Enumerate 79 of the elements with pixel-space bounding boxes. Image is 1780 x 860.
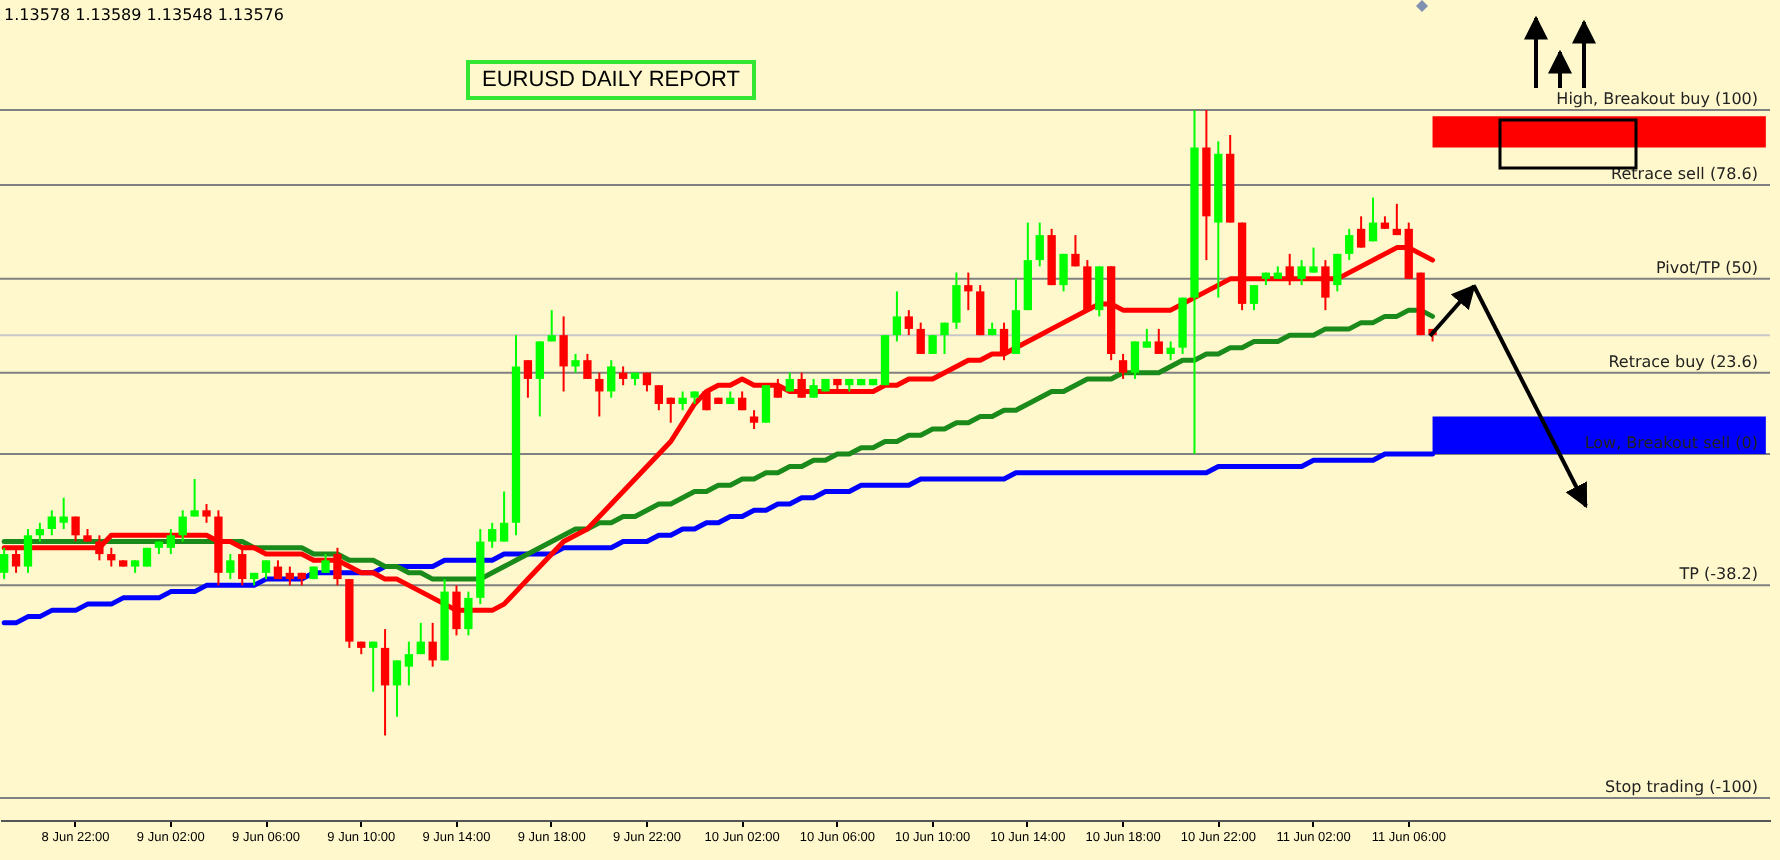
candlestick [380,628,390,737]
candlestick [369,640,378,693]
candlestick [1035,221,1044,268]
candlestick [1321,259,1330,312]
candlestick [1142,327,1152,349]
candlestick [1071,234,1080,268]
candlestick [618,365,628,387]
candlestick [1368,196,1378,243]
candlestick [35,521,45,543]
candlestick [95,534,104,562]
chart-title: EURUSD DAILY REPORT [466,60,756,100]
candlestick [666,396,675,424]
candlestick [107,546,116,568]
candlestick [892,290,902,343]
ref-line-label: Low, Breakout sell (0) [1584,434,1758,452]
candlestick [571,352,580,374]
candlestick [333,546,342,587]
candlestick [11,546,21,574]
candlestick [404,640,414,687]
candlestick [47,509,56,537]
candlestick [964,271,973,312]
candlestick [428,621,437,668]
candlestick [749,409,759,430]
candlestick [166,528,175,556]
candlestick [1011,277,1021,355]
ref-line-label: Retrace buy (23.6) [1608,352,1758,371]
candlestick [654,384,664,412]
candlestick [678,390,687,412]
candlestick [1154,327,1163,355]
candlestick [976,284,985,337]
candlestick [1095,265,1104,318]
candlestick [0,546,9,581]
candlestick [488,521,497,549]
candlestick [1333,252,1342,293]
ref-line-label: TP (-38.2) [1677,565,1758,584]
ref-line-label: Pivot/TP (50) [1655,258,1758,277]
candlestick [1345,227,1354,262]
candlestick [904,309,913,337]
candlestick [416,621,425,656]
text: 1.13578 1.13589 1.13548 1.13576 [4,6,284,24]
candlestick [583,352,592,380]
candlestick [607,359,616,399]
candlestick [71,515,80,543]
candlestick [392,659,402,718]
candlestick [952,271,961,330]
candlestick [1118,352,1128,380]
candlestick [59,496,68,531]
candlestick [940,321,949,355]
ref-line-label: Stop trading (-100) [1605,778,1758,796]
candlestick [1356,215,1366,249]
candlestick [23,528,33,574]
candlestick [1166,340,1175,362]
candlestick [761,384,771,424]
candlestick [202,503,211,524]
candlestick [1285,252,1294,287]
candlestick [595,371,604,418]
ref-line-label: High, Breakout buy (100) [1556,90,1758,108]
candlestick [797,371,806,399]
candlestick [1392,202,1401,237]
candlestick [1130,340,1140,380]
candlestick [178,509,187,543]
candlestick [226,553,235,581]
candlestick [928,334,937,355]
candlestick [285,565,295,587]
candlestick [499,490,509,543]
candlestick [1083,259,1092,312]
candlestick [547,309,556,343]
candlestick [559,315,568,393]
candlestick [999,321,1009,362]
candlestick [916,321,925,355]
candlestick [238,546,247,587]
candlestick [773,377,783,399]
candlestick [1249,284,1259,312]
candlestick [535,340,544,418]
candlestick [261,559,271,581]
candlestick [464,590,473,637]
candlestick [190,478,199,518]
candlestick [1059,252,1068,293]
candlestick [523,359,533,399]
